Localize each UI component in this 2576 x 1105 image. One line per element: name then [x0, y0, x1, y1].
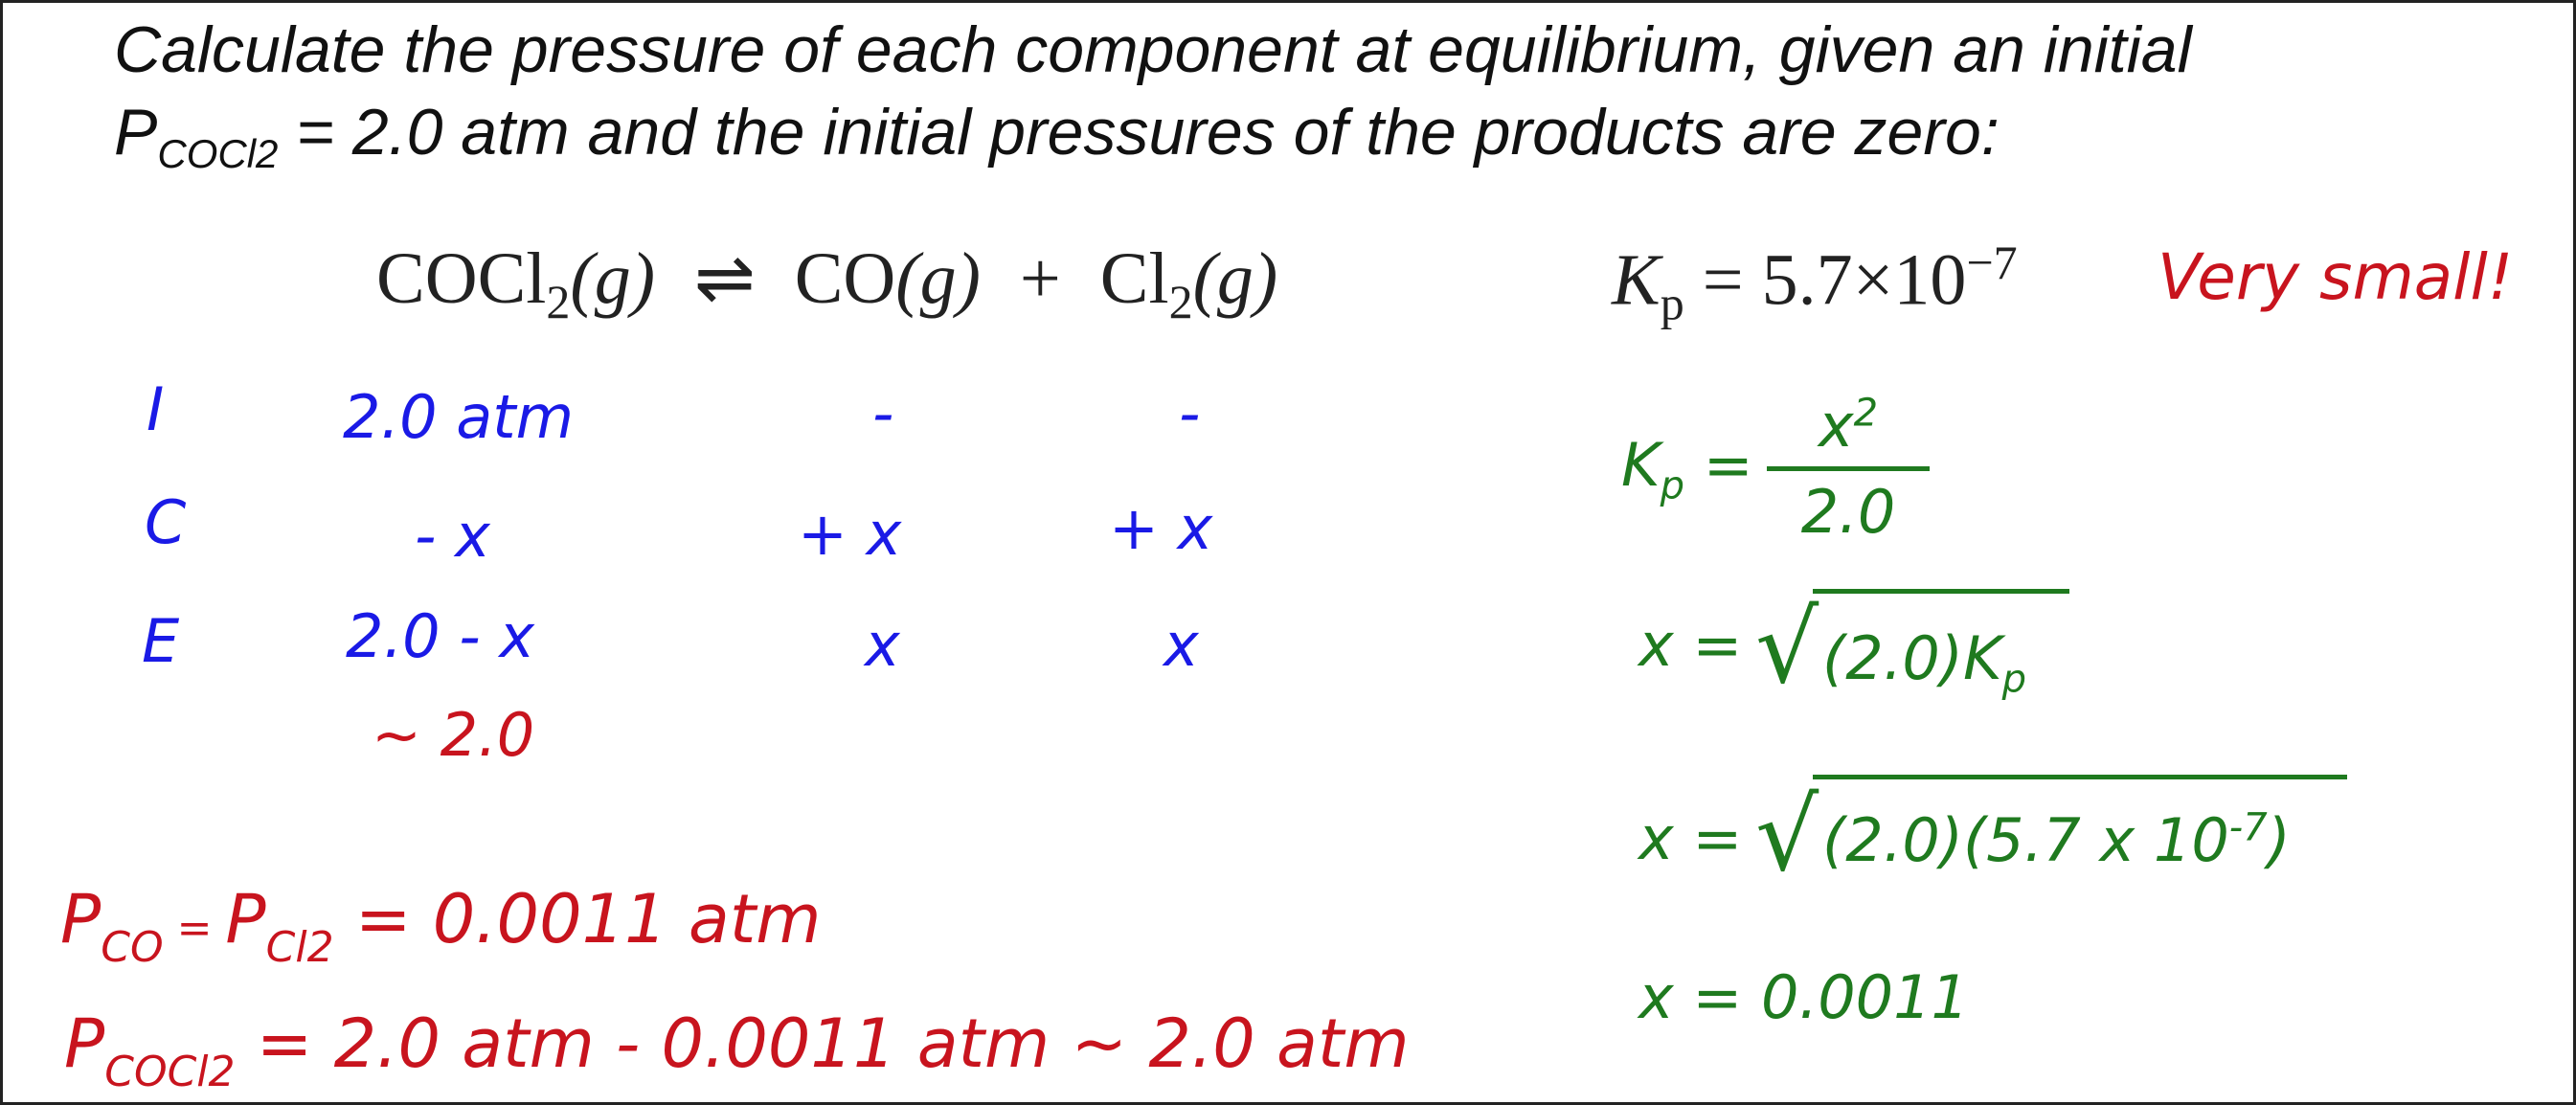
question-line-2: PCOCl2 = 2.0 atm and the initial pressur…	[114, 96, 2000, 176]
kp-expression-lhs: Kp =	[1621, 430, 1753, 508]
reactant: COCl2(g)	[376, 238, 656, 328]
ice-initial-reactant: 2.0 atm	[343, 382, 575, 452]
ice-equilibrium-reactant: 2.0 - x	[346, 601, 535, 671]
kp-value: Kp = 5.7×10−7	[1612, 236, 2018, 330]
fraction-denominator: 2.0	[1800, 477, 1896, 547]
ice-change-reactant: - x	[415, 501, 490, 571]
approximation: ~ 2.0	[372, 700, 535, 770]
very-small-note: Very small!	[2158, 240, 2514, 314]
plus-sign: +	[1019, 238, 1061, 319]
step-3-radicand: (2.0)(5.7 x 10-7)	[1822, 805, 2291, 875]
ice-label-e: E	[142, 606, 180, 676]
sqrt-symbol-1: √	[1755, 589, 1819, 706]
product-1: CO(g)	[794, 238, 981, 319]
sqrt-bar-1	[1813, 589, 2069, 594]
fraction-bar	[1767, 466, 1930, 471]
ice-initial-product-2: -	[1179, 378, 1201, 448]
fraction-numerator: x2	[1818, 391, 1879, 461]
step-4-result: x = 0.0011	[1638, 962, 1969, 1032]
ice-change-product-2: + x	[1109, 493, 1213, 563]
equilibrium-arrow: ⇌	[694, 238, 756, 319]
result-line-1: PCO = PCl2 = 0.0011 atm	[60, 880, 822, 972]
step-2-radicand: (2.0)Kp	[1822, 623, 2027, 702]
ice-initial-product-1: -	[872, 378, 894, 448]
ice-label-i: I	[147, 374, 165, 444]
sqrt-symbol-2: √	[1755, 777, 1819, 893]
ice-label-c: C	[145, 487, 187, 557]
step-3-lhs: x =	[1638, 803, 1743, 873]
result-line-2: PCOCl2 = 2.0 atm - 0.0011 atm ~ 2.0 atm	[64, 1004, 1410, 1096]
sqrt-bar-2	[1813, 775, 2347, 779]
ice-equilibrium-product-1: x	[865, 610, 900, 680]
step-2-lhs: x =	[1638, 610, 1743, 680]
question-line-1: Calculate the pressure of each component…	[114, 13, 2192, 86]
reaction-equation: COCl2(g) ⇌ CO(g) + Cl2(g)	[376, 235, 1277, 329]
ice-equilibrium-product-2: x	[1164, 610, 1199, 680]
ice-change-product-1: + x	[798, 499, 902, 569]
kp-fraction: x2 2.0	[1767, 391, 1930, 547]
product-2: Cl2(g)	[1099, 238, 1278, 328]
